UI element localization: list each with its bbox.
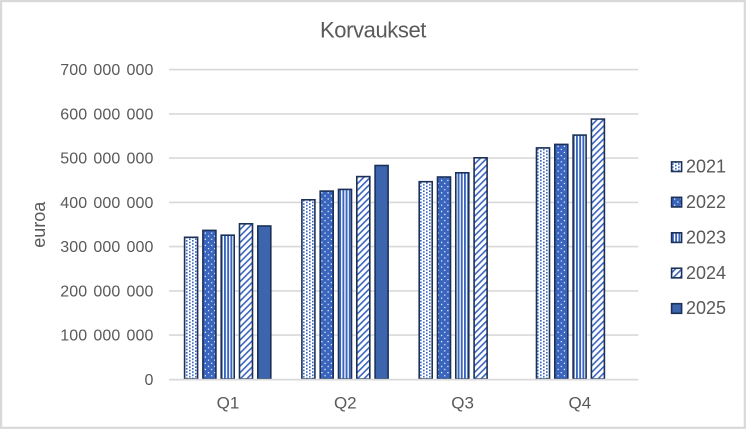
svg-text:2025: 2025 — [686, 298, 726, 318]
svg-text:Korvaukset: Korvaukset — [320, 18, 426, 43]
svg-text:2022: 2022 — [686, 192, 726, 212]
svg-text:euroa: euroa — [29, 201, 49, 248]
svg-text:2023: 2023 — [686, 227, 726, 247]
svg-text:700 000 000: 700 000 000 — [60, 62, 153, 79]
svg-text:600 000 000: 600 000 000 — [60, 106, 153, 123]
svg-text:300 000 000: 300 000 000 — [60, 239, 153, 256]
svg-text:400 000 000: 400 000 000 — [60, 195, 153, 212]
svg-text:Q3: Q3 — [451, 394, 474, 413]
svg-text:500 000 000: 500 000 000 — [60, 151, 153, 168]
svg-text:0: 0 — [145, 372, 154, 389]
svg-text:2021: 2021 — [686, 156, 726, 176]
svg-text:200 000 000: 200 000 000 — [60, 283, 153, 300]
svg-text:Q4: Q4 — [569, 394, 592, 413]
svg-text:100 000 000: 100 000 000 — [60, 328, 153, 345]
svg-text:2024: 2024 — [686, 263, 726, 283]
svg-text:Q2: Q2 — [334, 394, 357, 413]
svg-text:Q1: Q1 — [217, 394, 240, 413]
